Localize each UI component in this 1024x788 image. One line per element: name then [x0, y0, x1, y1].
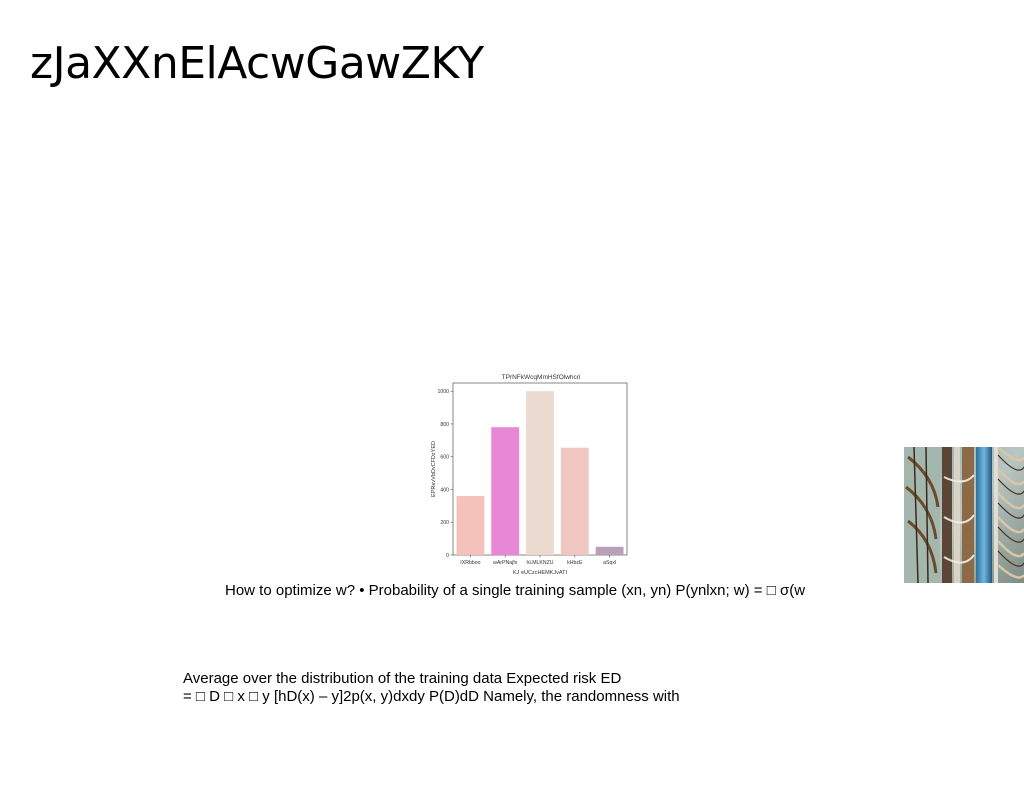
staircase-photo-image [904, 447, 1024, 583]
chart-x-tick-label: hLMLKNZU [526, 560, 553, 566]
chart-bar [526, 391, 554, 555]
chart-y-tick-label: 0 [446, 553, 449, 559]
chart-bar [491, 427, 520, 555]
chart-y-tick-label: 200 [440, 520, 449, 526]
bullet-text: How to optimize w? • Probability of a si… [225, 582, 806, 599]
slide-title: zJaXXnElAcwGawZKY [30, 38, 484, 89]
chart-bar [560, 447, 589, 555]
chart-plot-area: IXRbboo wArPNajfs hLMLKNZU kHbzE aSqxl 0 200 40… [437, 382, 628, 566]
body-paragraph: Average over the distribution of the tra… [183, 670, 680, 706]
chart-x-axis-label: KJ eUCzcHEMKJvATI [513, 570, 567, 576]
chart-x-tick-label: aSqxl [603, 560, 616, 566]
body-line-2: = □ D □ x □ y [hD(x) – y]2p(x, y)dxdy P(… [183, 688, 680, 705]
chart-x-tick-label: wArPNajfs [493, 560, 518, 566]
chart-y-tick-label: 600 [440, 455, 449, 461]
chart-bar [595, 546, 624, 555]
chart-bar [456, 496, 485, 555]
chart-y-axis-label: EPRevVbDvCFDzYED [431, 441, 437, 497]
bar-chart-svg: TPrNFkWcqMmHSfOlwhcri EPRevVbDvCFDzYED K… [431, 374, 628, 576]
chart-y-tick-label: 400 [440, 487, 449, 493]
chart-x-tick-label: IXRbboo [460, 560, 480, 566]
chart-y-tick-label: 1000 [437, 389, 449, 395]
bar-chart: TPrNFkWcqMmHSfOlwhcri EPRevVbDvCFDzYED K… [426, 368, 632, 580]
chart-title: TPrNFkWcqMmHSfOlwhcri [502, 374, 581, 381]
chart-y-tick-label: 800 [440, 422, 449, 428]
chart-x-tick-label: kHbzE [567, 560, 583, 566]
staircase-photo [904, 447, 1024, 583]
body-line-1: Average over the distribution of the tra… [183, 670, 622, 687]
